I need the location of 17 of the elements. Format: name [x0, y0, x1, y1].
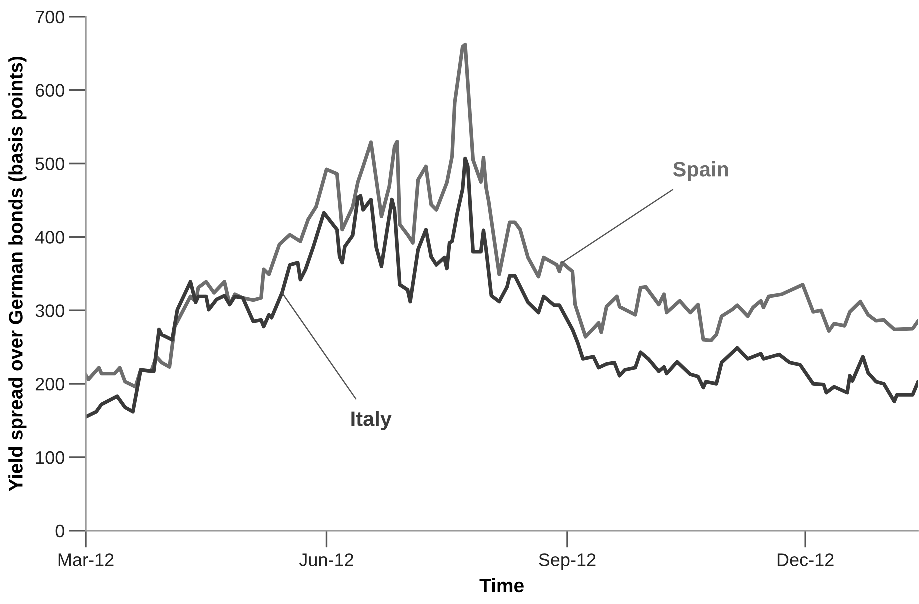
y-tick-label: 500 — [36, 158, 64, 170]
y-tick-label: 700 — [36, 10, 64, 24]
x-axis-title: Time — [480, 578, 524, 593]
x-tick-label: Dec-12 — [778, 554, 834, 566]
y-tick-label: 400 — [35, 231, 64, 244]
y-tick-label: 100 — [36, 451, 64, 464]
y-tick-label: 200 — [36, 378, 64, 391]
y-axis-title: Yield spread over German bonds (basis points) — [8, 56, 27, 492]
y-tick-label: 0 — [56, 524, 64, 538]
line-series — [86, 43, 918, 389]
text: Spain — [673, 162, 728, 181]
x-tick-label: Mar-12 — [58, 554, 114, 566]
y-tick-label: 600 — [36, 84, 64, 98]
y-tick-label: 300 — [36, 304, 64, 318]
text: Italy — [352, 411, 392, 430]
x-tick-label: Jun-12 — [299, 554, 354, 566]
x-tick-label: Sep-12 — [539, 554, 596, 570]
